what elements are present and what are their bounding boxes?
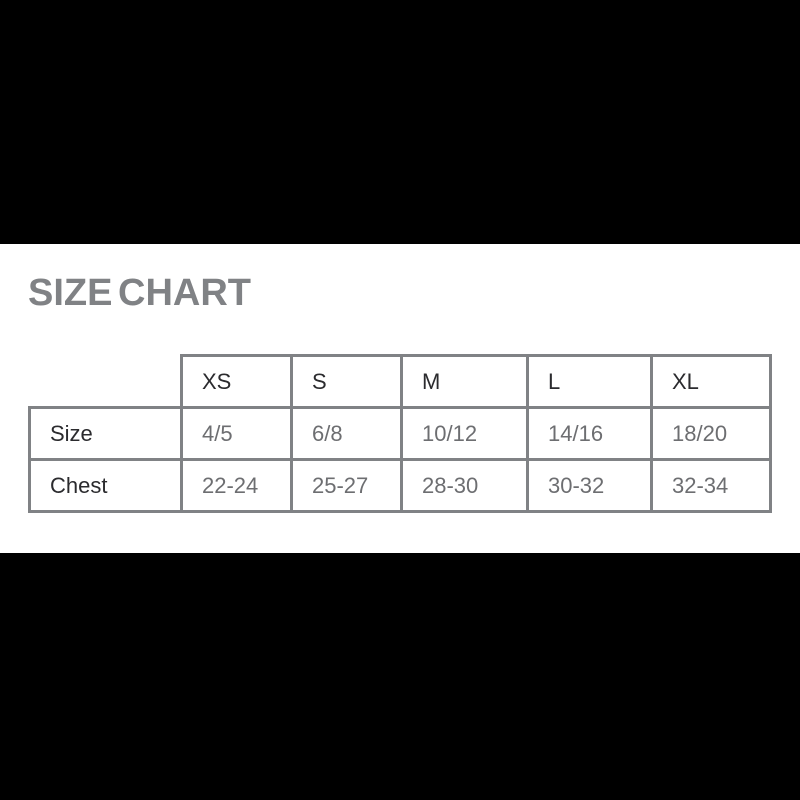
column-header-m: M xyxy=(400,354,529,409)
table-cell: 25-27 xyxy=(290,458,403,513)
table-cell: 28-30 xyxy=(400,458,529,513)
row-label-chest: Chest xyxy=(28,458,183,513)
table-row-size: Size 4/5 6/8 10/12 14/16 18/20 xyxy=(28,406,772,461)
table-cell: 10/12 xyxy=(400,406,529,461)
column-header-xs: XS xyxy=(180,354,293,409)
table-cell: 32-34 xyxy=(650,458,772,513)
table-header-row: XS S M L XL xyxy=(30,354,772,409)
row-label-size: Size xyxy=(28,406,183,461)
table-cell: 4/5 xyxy=(180,406,293,461)
size-chart-table: XS S M L XL Size 4/5 6/8 10/12 14/16 18/… xyxy=(28,354,772,513)
page-title: SIZE CHART xyxy=(28,272,251,314)
size-chart-panel: SIZE CHART XS S M L XL Size 4/5 xyxy=(0,244,800,553)
table-cell: 6/8 xyxy=(290,406,403,461)
table-row-chest: Chest 22-24 25-27 28-30 30-32 32-34 xyxy=(28,458,772,513)
column-header-l: L xyxy=(526,354,653,409)
column-header-xl: XL xyxy=(650,354,772,409)
table-cell: 18/20 xyxy=(650,406,772,461)
table-cell: 14/16 xyxy=(526,406,653,461)
blank-cell xyxy=(30,356,182,408)
table-cell: 22-24 xyxy=(180,458,293,513)
table-cell: 30-32 xyxy=(526,458,653,513)
column-header-s: S xyxy=(290,354,403,409)
